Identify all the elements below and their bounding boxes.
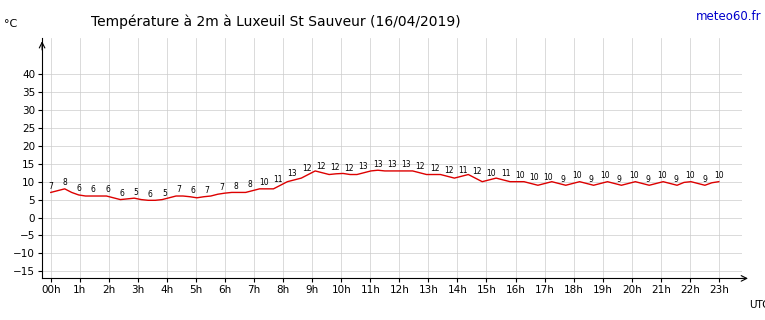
Text: 10: 10 [515,171,525,180]
Text: 6: 6 [91,185,96,194]
Text: 6: 6 [106,185,110,194]
Text: 12: 12 [344,164,354,173]
Text: 10: 10 [601,171,610,180]
Text: 6: 6 [148,190,153,199]
Text: 9: 9 [702,175,707,184]
Text: 13: 13 [359,162,368,171]
Text: 9: 9 [646,175,650,184]
Text: 9: 9 [588,175,594,184]
Text: 7: 7 [176,185,181,194]
Text: 10: 10 [629,171,638,180]
Text: 11: 11 [273,175,283,184]
Text: 9: 9 [617,175,622,184]
Text: 9: 9 [560,175,565,184]
Text: 10: 10 [487,169,496,178]
Text: 10: 10 [657,171,667,180]
Text: 7: 7 [48,182,54,191]
Text: °C: °C [4,19,17,29]
Text: 12: 12 [316,162,326,171]
Text: UTC: UTC [749,300,765,310]
Text: 10: 10 [714,171,724,180]
Text: 10: 10 [529,173,539,182]
Text: 12: 12 [430,164,439,173]
Text: 10: 10 [259,178,269,187]
Text: 7: 7 [219,182,224,192]
Text: 12: 12 [330,163,340,172]
Text: 13: 13 [387,160,397,169]
Text: 12: 12 [473,167,482,177]
Text: 11: 11 [501,169,510,178]
Text: Température à 2m à Luxeuil St Sauveur (16/04/2019): Température à 2m à Luxeuil St Sauveur (1… [91,14,461,29]
Text: 12: 12 [415,162,425,171]
Text: 6: 6 [76,184,82,193]
Text: 13: 13 [373,160,382,169]
Text: 13: 13 [402,160,411,169]
Text: 11: 11 [458,166,467,175]
Text: 5: 5 [134,188,138,196]
Text: 8: 8 [63,178,67,187]
Text: 8: 8 [233,182,238,191]
Text: 10: 10 [685,171,695,180]
Text: 12: 12 [302,164,311,173]
Text: 13: 13 [288,169,298,178]
Text: 10: 10 [543,173,553,182]
Text: 6: 6 [119,189,124,198]
Text: 9: 9 [674,175,679,184]
Text: 5: 5 [162,189,167,198]
Text: meteo60.fr: meteo60.fr [695,10,761,23]
Text: 10: 10 [572,171,581,180]
Text: 7: 7 [205,186,210,195]
Text: 12: 12 [444,166,454,175]
Text: 8: 8 [247,180,252,189]
Text: 6: 6 [190,186,195,195]
